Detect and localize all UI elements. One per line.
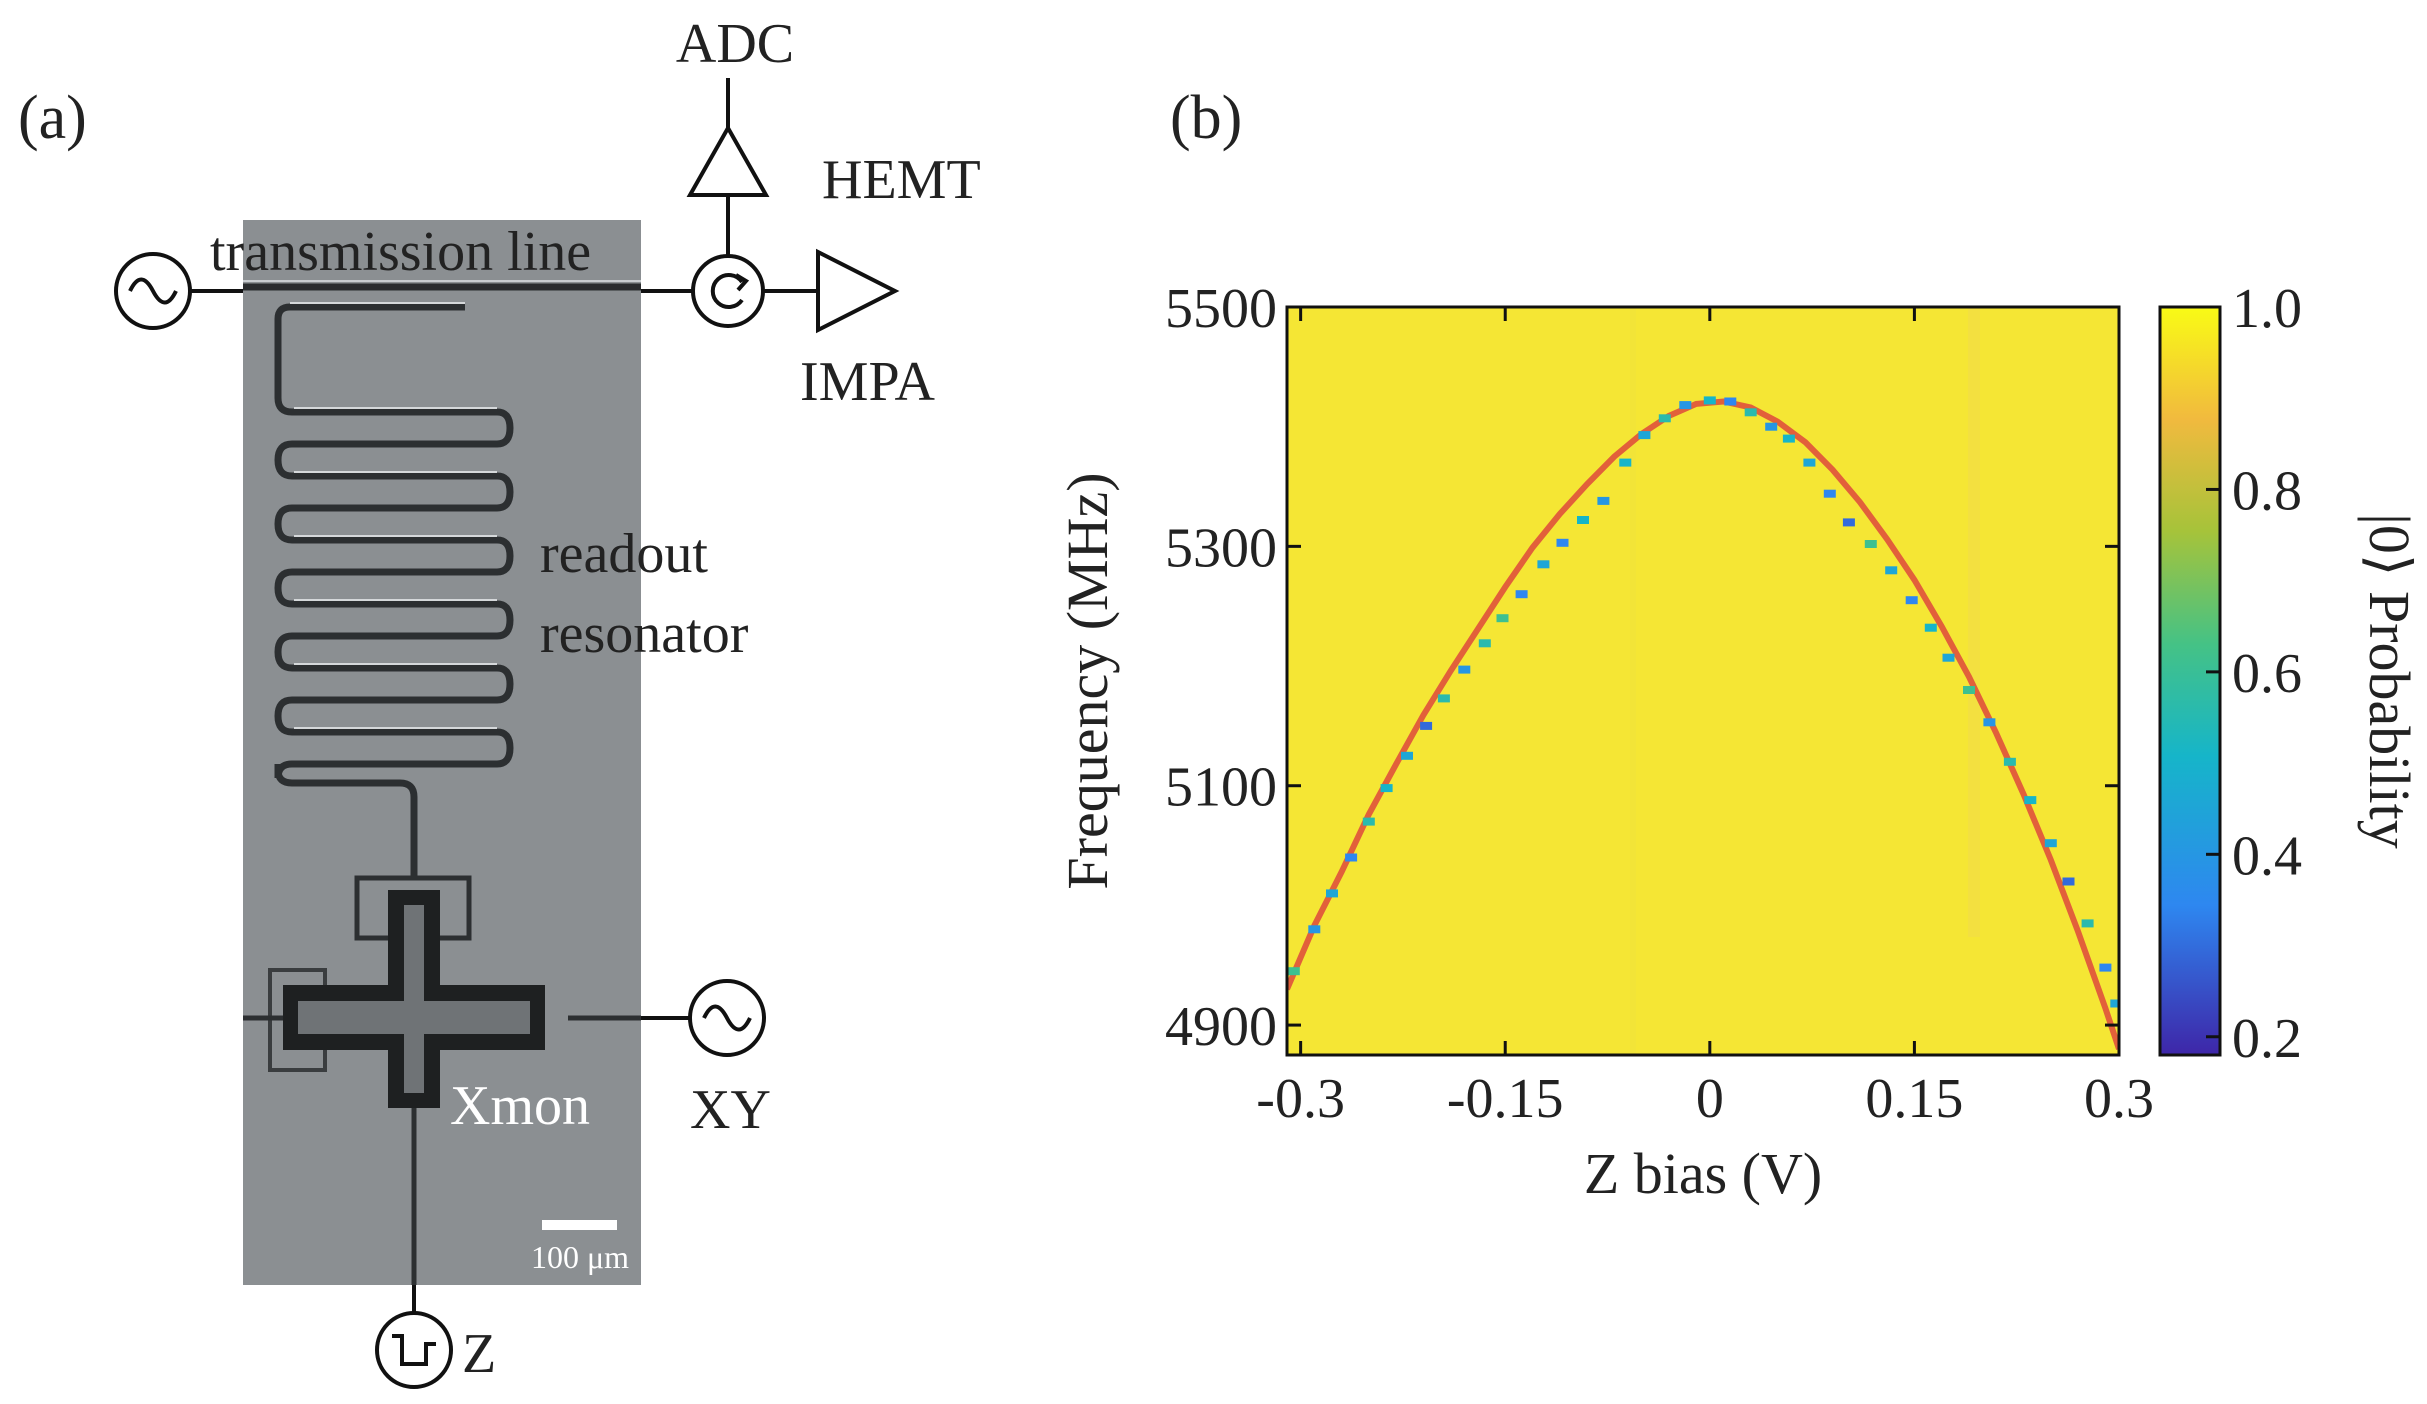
resonance-point: [1803, 458, 1816, 467]
resonance-point: [2081, 919, 2094, 928]
resonance-point: [1823, 489, 1836, 498]
resonance-point: [1942, 653, 1955, 662]
resonance-point: [1556, 538, 1569, 547]
resonance-point: [1597, 496, 1610, 505]
micrograph-background: [243, 220, 641, 1285]
resonance-point: [1478, 639, 1491, 648]
resonator-label: resonator: [540, 603, 749, 665]
resonance-point: [1308, 925, 1321, 934]
x-tick-label: -0.15: [1447, 1068, 1564, 1130]
colorbar-tick-label: 1.0: [2232, 278, 2302, 340]
panel-a: (a) 100 μm Xmon transm: [18, 13, 981, 1389]
resonance-point: [1842, 518, 1855, 527]
external-circuit: [114, 78, 900, 1389]
resonance-point: [1744, 408, 1757, 417]
x-tick-label: 0.15: [1865, 1068, 1963, 1130]
readout-label: readout: [540, 523, 708, 585]
resonance-point: [1782, 434, 1795, 443]
z-source-icon: [375, 1311, 453, 1389]
resonance-point: [2024, 796, 2037, 805]
x-axis: -0.3 -0.15 0 0.15 0.3: [1256, 307, 2154, 1130]
impa-amplifier-icon: [816, 248, 900, 334]
resonance-point: [1326, 889, 1338, 898]
resonance-point: [1362, 817, 1375, 826]
resonance-point: [1437, 694, 1450, 703]
resonance-point: [2110, 999, 2119, 1008]
y-tick-label: 5100: [1165, 757, 1277, 819]
resonance-point: [1287, 967, 1300, 976]
resonance-point: [1420, 721, 1433, 730]
hemt-amplifier-icon: [686, 123, 770, 197]
resonance-point: [1963, 686, 1975, 694]
y-tick-label: 4900: [1165, 996, 1277, 1058]
colorbar: [2158, 305, 2222, 1057]
heatmap-background: [1287, 307, 2119, 1055]
resonance-point: [1345, 853, 1358, 862]
colorbar-tick-label: 0.8: [2232, 460, 2302, 522]
resonance-point: [1515, 590, 1528, 599]
readout-resonator-meander: [274, 303, 514, 880]
resonance-point: [1924, 623, 1937, 632]
adc-label: ADC: [676, 13, 794, 75]
resonance-point: [1537, 560, 1550, 569]
colorbar-tick-label: 0.2: [2232, 1008, 2302, 1070]
resonance-point: [1638, 431, 1651, 440]
resonance-point: [1885, 566, 1898, 575]
scale-bar: [542, 1220, 617, 1230]
panel-a-label: (a): [18, 84, 87, 152]
colorbar-tick-label: 0.4: [2232, 825, 2302, 887]
transmission-line-label: transmission line: [210, 221, 591, 283]
colorbar-axis: 0.2 0.4 0.6 0.8 1.0: [2206, 278, 2302, 1070]
resonance-point: [1724, 397, 1737, 406]
y-axis-label: Frequency (MHz): [1055, 472, 1120, 889]
x-tick-label: 0.3: [2084, 1068, 2154, 1130]
resonance-point: [2099, 963, 2112, 972]
panel-b-label: (b): [1170, 84, 1242, 152]
resonance-point: [1765, 422, 1778, 431]
resonance-point: [1458, 665, 1471, 674]
resonance-point: [1658, 414, 1671, 423]
x-axis-label: Z bias (V): [1584, 1141, 1822, 1206]
resonance-point: [1496, 614, 1509, 623]
plot-frame: [1285, 305, 2121, 1057]
y-axis: 4900 5100 5300 5500: [1165, 278, 2119, 1058]
resonance-point: [1905, 596, 1918, 605]
circulator-icon: [691, 254, 765, 328]
resonance-point: [1380, 784, 1393, 793]
resonance-point: [1401, 751, 1413, 760]
resonance-point: [1864, 540, 1877, 548]
y-tick-label: 5300: [1165, 517, 1277, 579]
x-tick-label: 0: [1696, 1068, 1724, 1130]
resonance-point: [1619, 458, 1632, 467]
resonance-points-layer: [1287, 396, 2119, 1008]
device-micrograph: 100 μm Xmon: [243, 220, 641, 1285]
resonance-point: [1983, 718, 1996, 727]
hemt-label: HEMT: [822, 149, 981, 211]
colorbar-label: |0⟩ Probability: [2357, 513, 2422, 849]
resonance-point: [1679, 401, 1692, 410]
resonance-point: [2062, 877, 2075, 886]
x-tick-label: -0.3: [1256, 1068, 1345, 1130]
heatmap-artifact-stripe: [1968, 307, 1980, 937]
y-tick-label: 5500: [1165, 278, 1277, 340]
z-label: Z: [462, 1323, 496, 1385]
scale-bar-label: 100 μm: [531, 1239, 629, 1275]
resonance-point: [1703, 396, 1716, 405]
colorbar-tick-label: 0.6: [2232, 643, 2302, 705]
resonance-point: [2003, 757, 2016, 766]
resonance-point: [2044, 839, 2057, 848]
xmon-label: Xmon: [450, 1075, 590, 1137]
impa-label: IMPA: [800, 351, 935, 413]
resonance-point: [1577, 516, 1589, 524]
xy-label: XY: [690, 1079, 771, 1141]
